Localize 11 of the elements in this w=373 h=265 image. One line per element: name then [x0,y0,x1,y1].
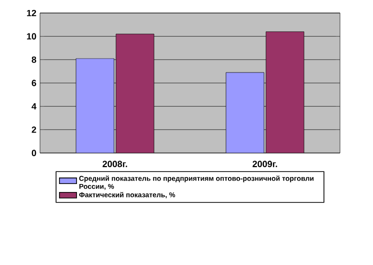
y-tick-label: 4 [32,103,36,110]
y-tick-label: 6 [32,80,36,86]
bar [266,31,304,153]
y-tick-label: 8 [32,56,36,63]
bar [116,34,154,153]
y-tick-label: 10 [27,33,36,40]
x-tick-label: 2008г. [102,160,128,168]
y-tick-label: 0 [32,150,36,156]
x-tick-label: 2009г. [252,160,278,168]
y-tick-label: 12 [27,10,36,16]
y-tick-label: 2 [32,126,36,133]
